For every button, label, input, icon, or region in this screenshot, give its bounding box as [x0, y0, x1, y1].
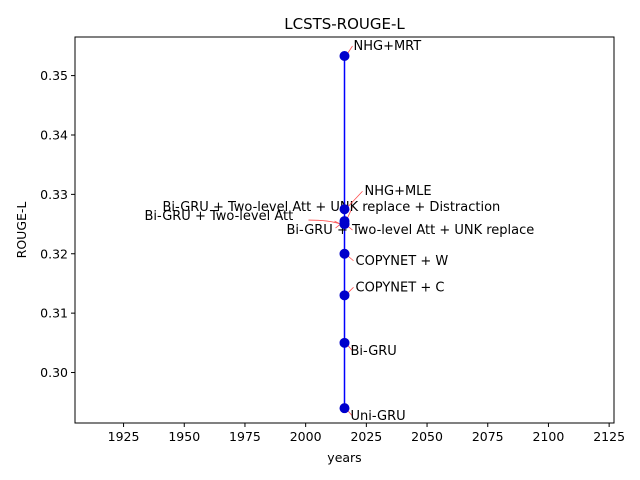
y-tick-label: 0.31	[40, 306, 68, 321]
chart-title: LCSTS-ROUGE-L	[284, 15, 405, 33]
data-label: Bi-GRU + Two-level Att	[145, 209, 294, 224]
data-point	[339, 51, 350, 62]
data-label: COPYNET + W	[356, 254, 449, 269]
x-tick-label: 2050	[411, 429, 443, 444]
data-label: Bi-GRU + Two-level Att + UNK replace	[287, 223, 535, 238]
plot-area: 1925 1950 1975 2000 2025 2050 2075 2100 2125 0.30…	[40, 39, 625, 444]
x-axis-title: years	[327, 450, 361, 465]
annotation-arrow	[346, 190, 363, 209]
data-label: NHG+MLE	[365, 184, 432, 199]
y-tick-label: 0.30	[40, 365, 68, 380]
data-point	[339, 216, 350, 227]
y-tick-label: 0.34	[40, 127, 68, 142]
y-axis-title: ROUGE-L	[14, 202, 29, 259]
data-point	[339, 290, 350, 301]
data-label: COPYNET + C	[356, 280, 445, 295]
y-tick-label: 0.33	[40, 187, 68, 202]
data-label: Bi-GRU + Two-level Att + UNK replace + D…	[163, 200, 501, 215]
x-tick-label: 1950	[168, 429, 200, 444]
data-label: Uni-GRU	[351, 409, 406, 424]
y-tick-label: 0.32	[40, 246, 68, 261]
data-point	[339, 337, 350, 348]
x-tick-label: 1925	[108, 429, 140, 444]
x-tick-label: 1975	[229, 429, 261, 444]
x-tick-label: 2100	[533, 429, 565, 444]
x-tick-label: 2075	[472, 429, 504, 444]
data-point	[339, 403, 350, 414]
data-point	[339, 248, 350, 259]
y-tick-label: 0.35	[40, 68, 68, 83]
data-label: NHG+MRT	[354, 39, 422, 54]
x-tick-label: 2000	[290, 429, 322, 444]
data-label: Bi-GRU	[351, 344, 397, 359]
x-tick-label: 2025	[350, 429, 382, 444]
x-tick-label: 2125	[593, 429, 625, 444]
data-point	[339, 204, 350, 215]
axes-frame	[74, 36, 615, 424]
